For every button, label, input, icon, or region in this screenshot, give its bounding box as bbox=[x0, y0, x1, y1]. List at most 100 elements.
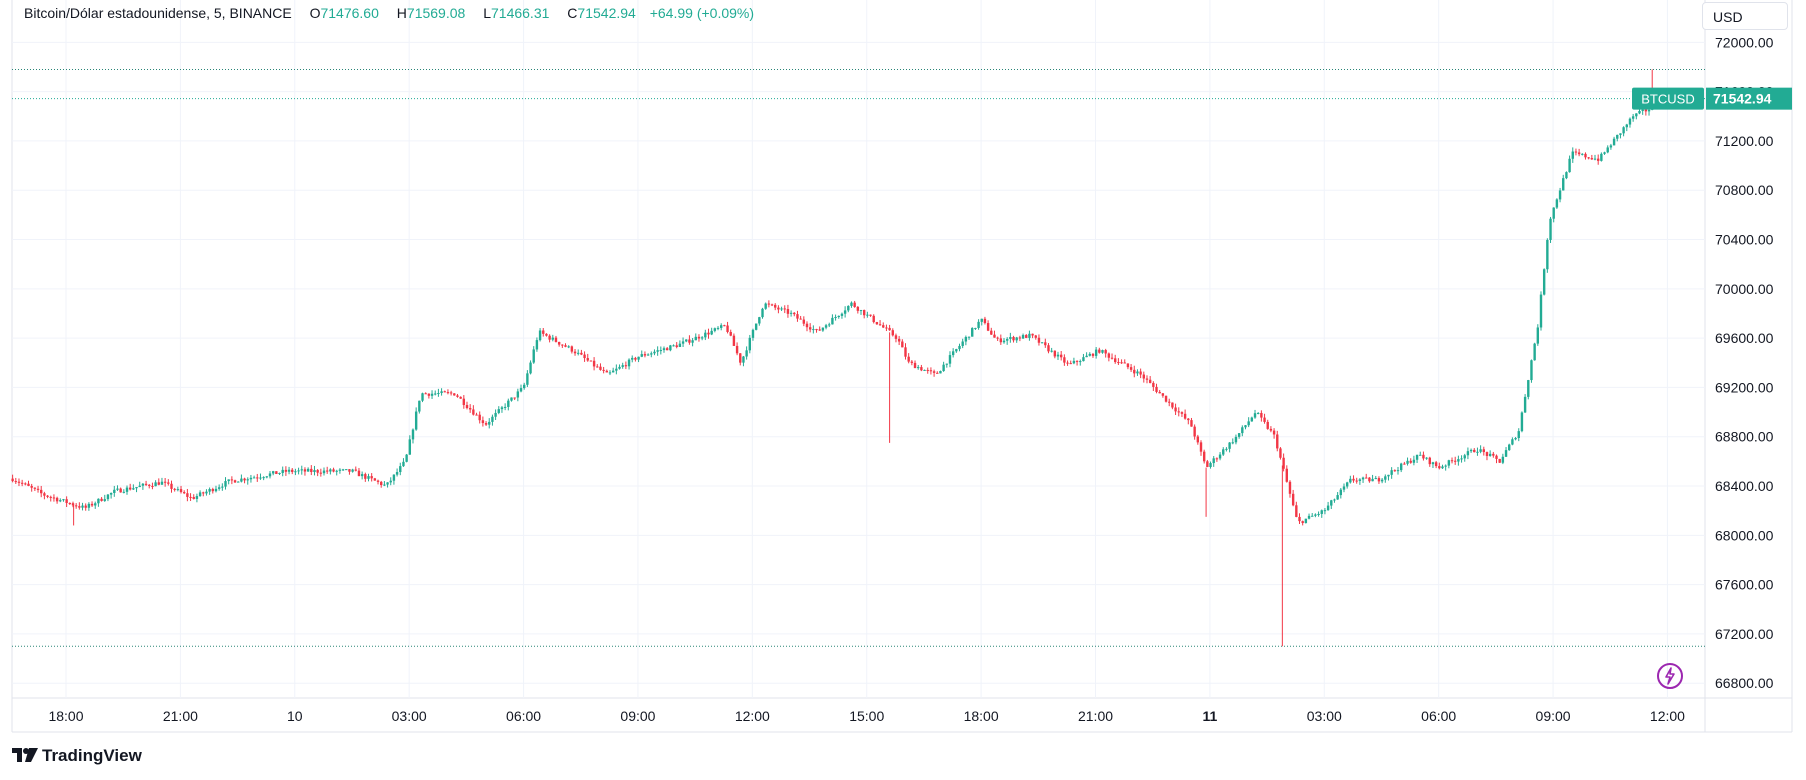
candle-body bbox=[535, 340, 539, 350]
candle-body bbox=[1215, 458, 1219, 460]
candle-body bbox=[170, 483, 173, 489]
low-label: L bbox=[483, 5, 491, 21]
candle-body bbox=[1574, 151, 1578, 153]
candle-body bbox=[866, 314, 869, 316]
candle-body bbox=[1415, 454, 1419, 460]
candle-body bbox=[592, 360, 596, 367]
chart-grid bbox=[11, 0, 1793, 733]
candle-body bbox=[742, 356, 745, 363]
candle-body bbox=[971, 328, 974, 337]
price-tick-label: 69600.00 bbox=[1715, 330, 1774, 346]
candle-body bbox=[421, 393, 424, 401]
candle-body bbox=[443, 391, 446, 393]
candle-body bbox=[1568, 158, 1571, 173]
candle-body bbox=[1094, 349, 1098, 356]
candle-body bbox=[1374, 478, 1377, 480]
candle-body bbox=[71, 503, 75, 506]
candle-body bbox=[1145, 378, 1149, 380]
candle-body bbox=[262, 477, 265, 479]
candle-body bbox=[167, 482, 170, 484]
candle-body bbox=[329, 469, 332, 472]
candle-body bbox=[926, 369, 929, 371]
candle-body bbox=[195, 496, 199, 499]
reference-lines bbox=[12, 68, 1705, 647]
candle-body bbox=[1133, 369, 1136, 374]
candle-body bbox=[888, 327, 891, 331]
candle-body bbox=[538, 330, 542, 341]
candle-body bbox=[643, 354, 647, 356]
candle-body bbox=[875, 322, 879, 325]
candle-body bbox=[1635, 113, 1638, 117]
candle-body bbox=[948, 355, 952, 364]
candle-body bbox=[65, 499, 68, 504]
candle-body bbox=[395, 472, 399, 475]
candle-body bbox=[30, 485, 33, 488]
tradingview-logo-icon bbox=[12, 747, 38, 768]
candle-body bbox=[186, 493, 189, 497]
symbol-title[interactable]: Bitcoin/Dólar estadounidense, 5, BINANCE bbox=[24, 5, 292, 21]
candle-body bbox=[160, 481, 164, 485]
candle-body bbox=[227, 479, 230, 482]
time-tick-label: 03:00 bbox=[1307, 708, 1342, 724]
candle-body bbox=[503, 406, 507, 408]
candle-body bbox=[777, 307, 780, 310]
candle-body bbox=[1047, 345, 1050, 352]
candle-body bbox=[774, 304, 777, 308]
lightning-icon[interactable] bbox=[1657, 663, 1683, 689]
candle-body bbox=[1434, 462, 1438, 467]
candle-body bbox=[799, 318, 802, 320]
candle-body bbox=[1425, 457, 1428, 459]
candle-body bbox=[1037, 337, 1041, 343]
candle-body bbox=[1606, 147, 1609, 153]
candle-body bbox=[478, 414, 481, 421]
high-label: H bbox=[396, 5, 407, 21]
candle-body bbox=[437, 393, 440, 395]
candle-body bbox=[1365, 477, 1368, 479]
candle-body bbox=[704, 332, 707, 338]
candle-body bbox=[1317, 513, 1320, 515]
candle-body bbox=[754, 323, 758, 330]
candle-body bbox=[678, 343, 682, 347]
candle-body bbox=[1314, 514, 1317, 516]
time-tick-label: 18:00 bbox=[48, 708, 83, 724]
candle-body bbox=[1409, 460, 1412, 463]
candle-body bbox=[1358, 479, 1362, 481]
candle-body bbox=[1571, 151, 1574, 159]
candle-body bbox=[364, 474, 367, 479]
candle-body bbox=[214, 488, 218, 492]
candle-body bbox=[1444, 465, 1447, 467]
candle-body bbox=[1396, 470, 1400, 472]
candle-body bbox=[1288, 481, 1292, 494]
candle-body bbox=[856, 306, 860, 311]
candle-body bbox=[316, 470, 319, 473]
candle-body bbox=[1593, 158, 1597, 160]
candle-body bbox=[1241, 427, 1244, 434]
candle-body bbox=[961, 341, 964, 346]
candle-body bbox=[468, 408, 472, 410]
currency-selector[interactable]: USD bbox=[1702, 2, 1788, 30]
candle-body bbox=[532, 349, 535, 363]
candle-body bbox=[1380, 479, 1384, 482]
candle-body bbox=[1234, 436, 1238, 443]
candle-body bbox=[545, 333, 548, 336]
price-tick-label: 69200.00 bbox=[1715, 379, 1774, 395]
tradingview-brand[interactable]: TradingView bbox=[12, 746, 142, 768]
candle-body bbox=[1056, 354, 1060, 357]
candle-body bbox=[716, 327, 720, 329]
candle-body bbox=[901, 341, 904, 348]
candle-body bbox=[1371, 478, 1374, 482]
candle-body bbox=[694, 336, 697, 341]
candle-body bbox=[1005, 338, 1009, 341]
candle-body bbox=[68, 503, 72, 505]
candle-body bbox=[1339, 489, 1343, 496]
time-tick-label: 12:00 bbox=[1650, 708, 1685, 724]
candle-body bbox=[710, 330, 713, 335]
candle-body bbox=[1469, 449, 1473, 452]
candle-body bbox=[224, 481, 227, 487]
candle-body bbox=[1485, 452, 1489, 456]
candle-body bbox=[1256, 412, 1260, 414]
candle-body bbox=[217, 487, 221, 489]
candle-body bbox=[141, 483, 145, 486]
candle-body bbox=[967, 336, 971, 338]
